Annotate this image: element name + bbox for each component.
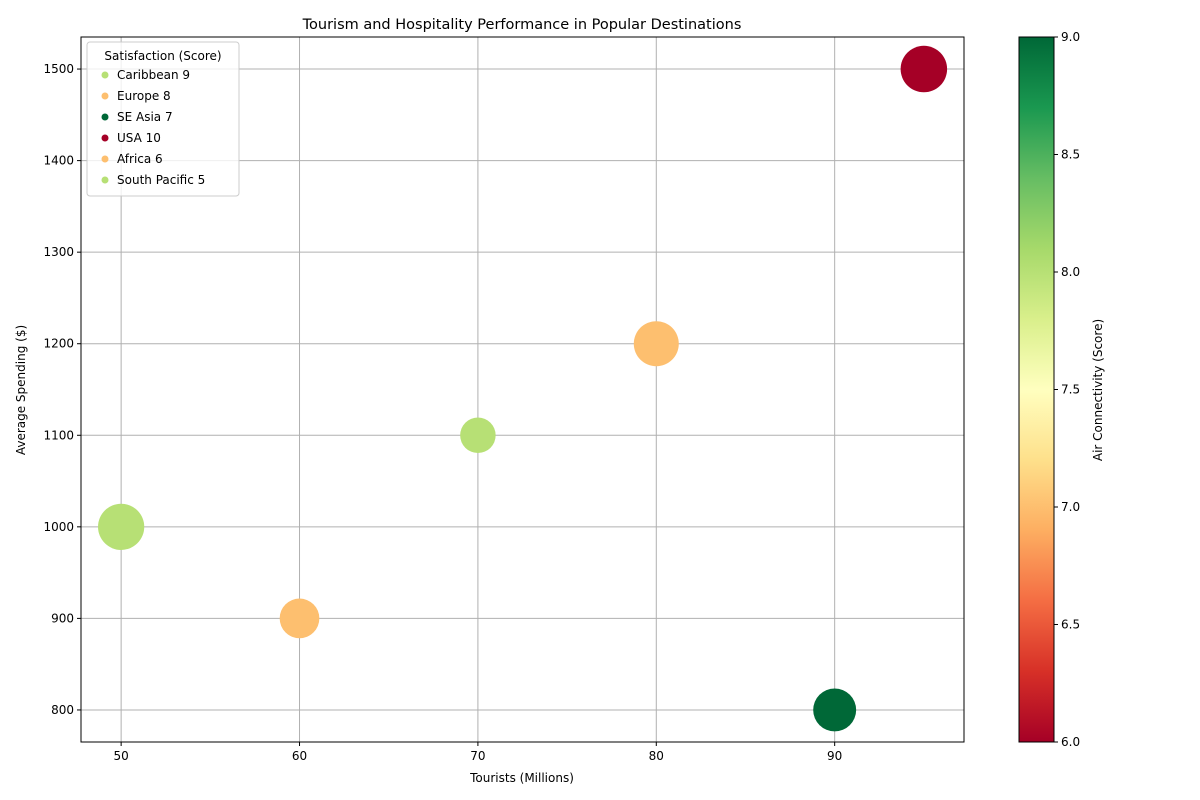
y-tick-label: 800 [51, 703, 74, 717]
legend-marker [101, 71, 109, 79]
points-layer [98, 45, 948, 732]
scatter-point [460, 417, 496, 454]
scatter-point [813, 688, 857, 732]
scatter-point [279, 598, 320, 639]
colorbar-gradient [1018, 36, 1055, 743]
grid-layer [81, 37, 964, 742]
x-tick-label: 50 [113, 749, 128, 763]
legend-entry-label: SE Asia 7 [117, 110, 173, 124]
legend-entry-label: Africa 6 [117, 152, 163, 166]
y-tick-label: 1200 [43, 337, 74, 351]
legend: Satisfaction (Score) Caribbean 9 Europe 8… [86, 41, 240, 197]
y-tick-label: 1500 [43, 62, 74, 76]
y-tick-label: 1400 [43, 154, 74, 168]
scatter-point [98, 503, 145, 550]
legend-entry-label: USA 10 [117, 131, 161, 145]
colorbar-tick-label: 7.5 [1061, 383, 1080, 397]
x-axis-ticks: 50 60 70 80 90 [113, 742, 842, 763]
legend-marker [101, 113, 109, 121]
colorbar-tick-label: 6.0 [1061, 735, 1080, 749]
colorbar-label: Air Connectivity (Score) [1091, 319, 1105, 461]
legend-marker [101, 134, 109, 142]
colorbar-tick-label: 8.0 [1061, 265, 1080, 279]
legend-entry-label: South Pacific 5 [117, 173, 205, 187]
legend-title: Satisfaction (Score) [104, 49, 221, 63]
legend-marker [101, 92, 109, 100]
colorbar-tick-label: 9.0 [1061, 30, 1080, 44]
y-tick-label: 1000 [43, 520, 74, 534]
plot-area-frame [80, 36, 965, 743]
x-tick-label: 70 [470, 749, 485, 763]
legend-marker [101, 155, 109, 163]
y-tick-label: 1300 [43, 245, 74, 259]
colorbar-tick-label: 7.0 [1061, 500, 1080, 514]
colorbar-tick-label: 6.5 [1061, 618, 1080, 632]
x-tick-label: 90 [827, 749, 842, 763]
x-axis-label: Tourists (Millions) [469, 771, 574, 785]
y-axis-label: Average Spending ($) [14, 325, 28, 455]
x-tick-label: 80 [649, 749, 664, 763]
legend-frame [86, 41, 240, 197]
x-tick-label: 60 [292, 749, 307, 763]
scatter-point [633, 321, 679, 367]
scatter-point [900, 45, 948, 93]
colorbar-tick-label: 8.5 [1061, 148, 1080, 162]
y-axis-ticks: 800 900 1000 1100 1200 1300 1400 1500 [43, 62, 81, 717]
y-tick-label: 900 [51, 611, 74, 625]
legend-marker [101, 176, 109, 184]
colorbar: 6.0 6.5 7.0 7.5 8.0 8.5 9.0 [1018, 30, 1080, 749]
legend-entry-label: Caribbean 9 [117, 68, 190, 82]
legend-entry-label: Europe 8 [117, 89, 171, 103]
y-tick-label: 1100 [43, 428, 74, 442]
chart-title: Tourism and Hospitality Performance in P… [302, 17, 742, 33]
